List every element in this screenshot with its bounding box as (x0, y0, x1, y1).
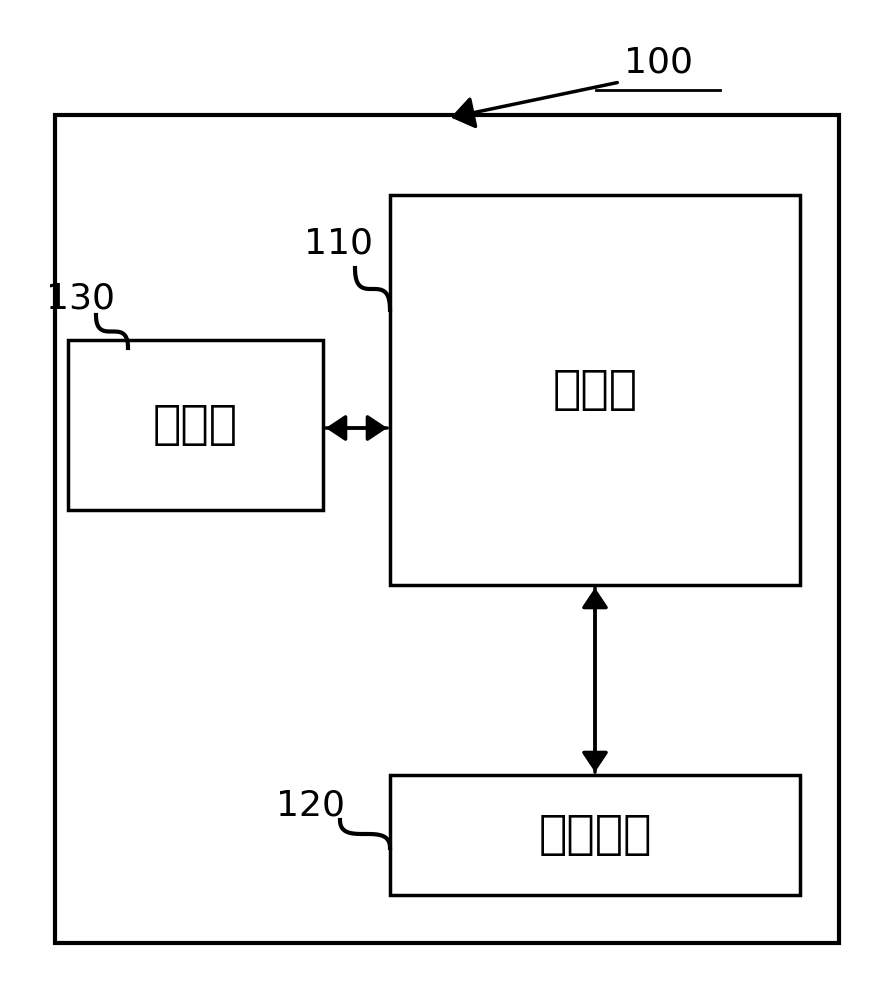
Text: 100: 100 (623, 45, 693, 79)
Bar (55, 115, 839, 943)
Text: 130: 130 (46, 281, 114, 315)
Bar (68, 340, 323, 510)
Bar (390, 195, 800, 585)
Text: 存储器: 存储器 (153, 402, 238, 447)
Text: 110: 110 (303, 226, 373, 260)
Text: 处理器: 处理器 (552, 368, 637, 412)
Bar (390, 775, 800, 895)
Text: 120: 120 (275, 788, 344, 822)
Text: 通信接口: 通信接口 (538, 813, 652, 858)
